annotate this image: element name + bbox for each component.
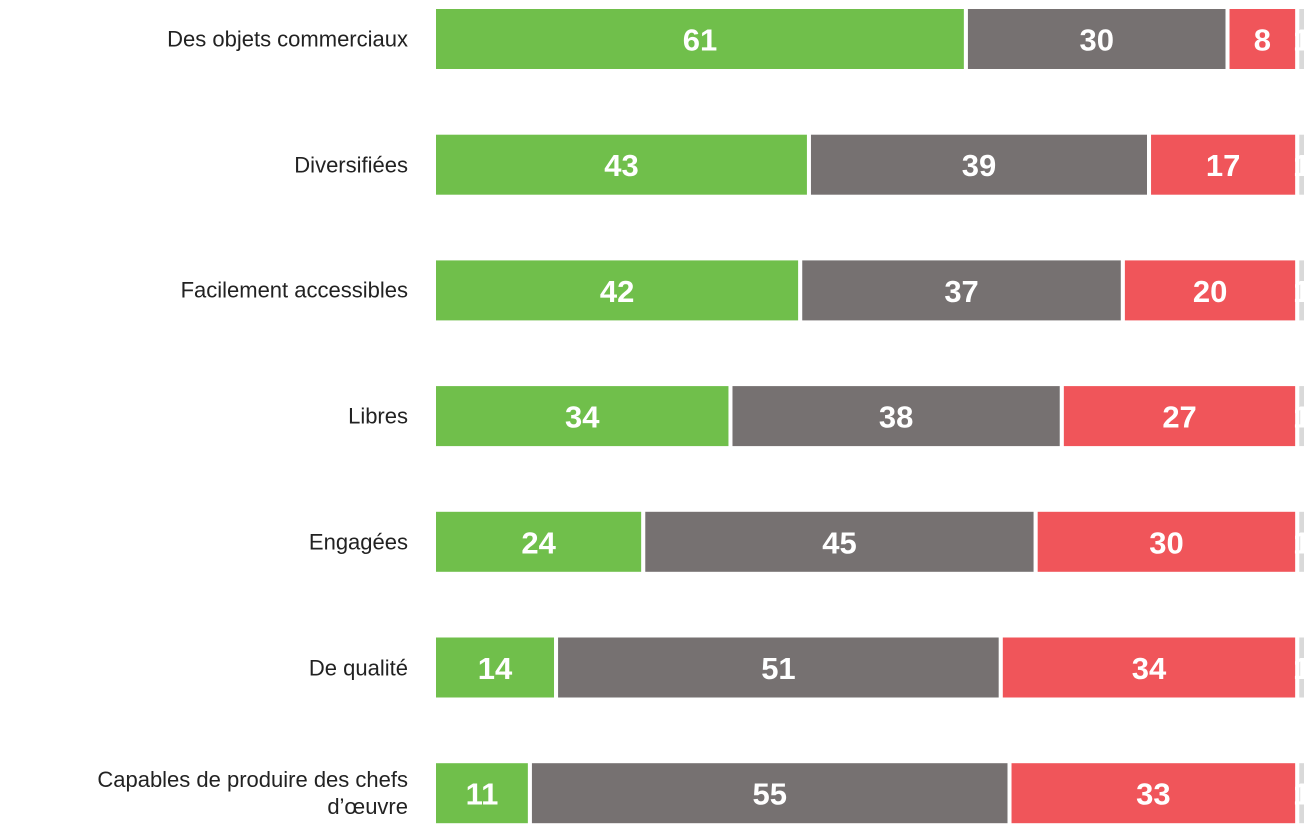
value-label: 20 <box>1193 274 1227 309</box>
bar-segment <box>963 5 1230 73</box>
bar-segment <box>432 759 532 828</box>
bar-segment <box>1295 759 1306 828</box>
value-label: 43 <box>604 148 638 183</box>
value-label: 14 <box>478 651 513 686</box>
value-label: 1 <box>1293 148 1306 183</box>
bar-segment <box>1295 507 1306 576</box>
category-label: Facilement accessibles <box>180 277 408 303</box>
bar-segment <box>1295 633 1306 702</box>
value-label: 24 <box>521 525 556 560</box>
bar-segment <box>432 507 646 576</box>
category-label: Engagées <box>308 529 408 555</box>
value-label: 39 <box>962 148 996 183</box>
bar-segment <box>1033 507 1300 576</box>
value-label: 34 <box>1132 651 1167 686</box>
value-label: 11 <box>466 777 499 812</box>
bar-segment <box>1120 256 1300 325</box>
bar-segment <box>728 382 1064 451</box>
value-label: 17 <box>1206 148 1240 183</box>
value-label: 1 <box>1293 400 1306 435</box>
value-label: 1 <box>1293 274 1306 309</box>
category-label: Diversifiées <box>294 152 408 178</box>
bar-segment <box>806 130 1152 199</box>
bar-segment <box>1295 130 1306 199</box>
bar-segment <box>527 759 1012 828</box>
bar-segment <box>432 5 968 73</box>
bar-segment <box>1147 130 1300 199</box>
bar-segment <box>432 633 559 702</box>
value-label: 45 <box>822 525 856 560</box>
value-label: 51 <box>761 651 795 686</box>
value-label: 1 <box>1293 525 1306 560</box>
value-label: 33 <box>1136 777 1170 812</box>
category-label: Des objets commerciaux <box>167 26 408 52</box>
category-label: Capables de produire des chefs d’œuvre <box>97 767 408 820</box>
bar-segment <box>432 130 811 199</box>
value-label: 55 <box>752 777 786 812</box>
value-label: 38 <box>879 400 913 435</box>
category-label: De qualité <box>308 655 408 680</box>
value-label: 61 <box>683 23 717 58</box>
bar-segment <box>798 256 1125 325</box>
value-label: 34 <box>565 400 600 435</box>
value-label: 30 <box>1149 525 1183 560</box>
value-label: 27 <box>1162 400 1196 435</box>
bar-segment <box>1295 382 1306 451</box>
value-label: 30 <box>1079 23 1113 58</box>
bar-segment <box>1295 5 1306 73</box>
value-label: 1 <box>1293 651 1306 686</box>
value-label: 1 <box>1293 777 1306 812</box>
value-label: 42 <box>600 274 634 309</box>
value-label: 8 <box>1254 23 1271 58</box>
bar-segment <box>1295 256 1306 325</box>
value-label: 1 <box>1293 23 1306 58</box>
category-label: Libres <box>348 403 408 429</box>
value-label: 37 <box>944 274 978 309</box>
